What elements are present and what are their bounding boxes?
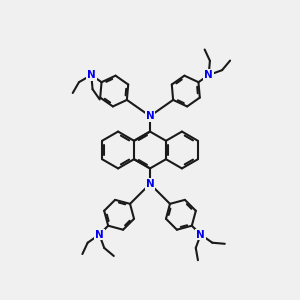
Text: N: N [146,111,154,121]
Text: N: N [95,230,104,239]
Text: N: N [87,70,96,80]
Text: N: N [204,70,213,80]
Text: N: N [196,230,205,239]
Text: N: N [146,179,154,189]
